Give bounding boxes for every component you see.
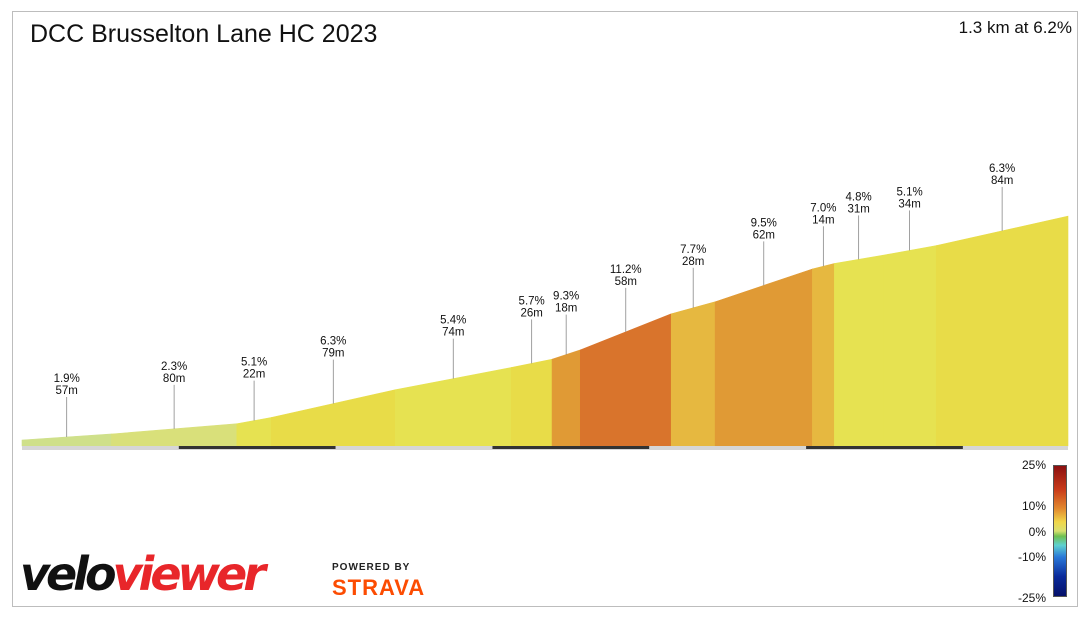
distance-bar [649, 446, 807, 449]
distance-bar [335, 446, 493, 449]
segment-grade-label: 6.3% [989, 163, 1015, 175]
segment-grade-label: 5.7% [519, 295, 545, 307]
segment-length-label: 34m [898, 198, 920, 210]
profile-segment-9 [670, 301, 716, 447]
gradient-legend: 25% 10% 0% -10% -25% [1000, 458, 1078, 608]
segment-grade-label: 7.7% [680, 244, 706, 256]
legend-label-10: 10% [1021, 499, 1046, 513]
segment-length-label: 26m [520, 307, 542, 319]
distance-bar [178, 446, 336, 449]
segment-length-label: 57m [56, 385, 78, 397]
chart-title: DCC Brusselton Lane HC 2023 [30, 20, 378, 48]
veloviewer-wordmark: veloviewer [20, 547, 266, 601]
segment-length-label: 79m [322, 348, 344, 360]
powered-by-label: POWERED BY [332, 562, 411, 573]
distance-bar [492, 446, 650, 449]
segment-grade-label: 1.9% [54, 373, 80, 385]
profile-segment-14 [935, 215, 1069, 447]
profile-segment-6 [510, 358, 553, 447]
segment-length-label: 31m [847, 203, 869, 215]
segment-grade-label: 5.1% [897, 186, 923, 198]
profile-segment-5 [394, 367, 512, 447]
legend-label-minus-25: -25% [1017, 591, 1046, 605]
segment-grade-label: 4.8% [846, 191, 872, 203]
segment-length-label: 74m [442, 327, 464, 339]
segment-length-label: 58m [615, 276, 637, 288]
legend-label-minus-10: -10% [1017, 550, 1046, 564]
segment-length-label: 28m [682, 256, 704, 268]
profile-segment-10 [714, 268, 813, 447]
segment-grade-label: 5.4% [440, 315, 466, 327]
segment-length-label: 18m [555, 303, 577, 315]
segment-grade-label: 9.5% [751, 217, 777, 229]
segment-grade-label: 5.1% [241, 357, 267, 369]
segment-grade-label: 6.3% [320, 336, 346, 348]
profile-segment-3 [236, 417, 272, 447]
segment-length-label: 14m [812, 214, 834, 226]
segment-length-label: 80m [163, 373, 185, 385]
legend-label-0: 0% [1028, 525, 1046, 539]
profile-segment-13 [882, 245, 937, 447]
distance-bar [962, 446, 1068, 449]
gradient-color-scale [1053, 465, 1067, 597]
segment-grade-label: 11.2% [610, 264, 642, 276]
legend-label-25: 25% [1021, 458, 1046, 472]
segment-grade-label: 2.3% [161, 361, 187, 373]
segment-grade-label: 9.3% [553, 291, 579, 303]
segment-length-label: 84m [991, 175, 1013, 187]
distance-bar [22, 446, 179, 449]
segment-grade-label: 7.0% [810, 202, 836, 214]
climb-summary: 1.3 km at 6.2% [958, 18, 1072, 37]
profile-segment-12 [834, 254, 884, 447]
veloviewer-logo[interactable]: veloviewer POWERED BY STRAVA [20, 546, 440, 606]
segment-length-label: 22m [243, 369, 265, 381]
distance-bar [806, 446, 963, 449]
profile-segment-7 [551, 349, 581, 447]
profile-segment-8 [579, 313, 672, 447]
profile-segment-11 [812, 263, 835, 447]
segment-length-label: 62m [753, 229, 775, 241]
strava-logo[interactable]: STRAVA [332, 575, 426, 600]
